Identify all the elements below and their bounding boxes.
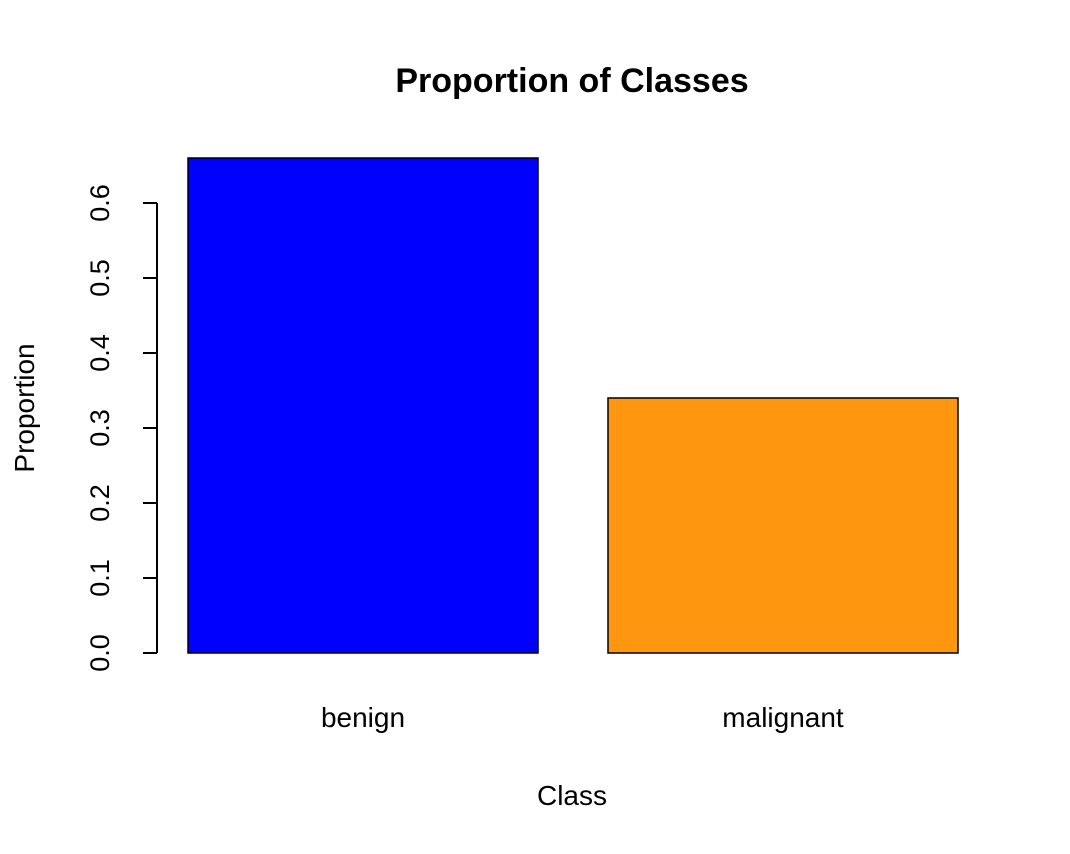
x-axis-category-labels: benign malignant — [321, 702, 844, 733]
y-tick-label: 0.6 — [85, 184, 115, 222]
x-category-label-benign: benign — [321, 702, 405, 733]
x-category-label-malignant: malignant — [722, 702, 844, 733]
y-tick-label: 0.1 — [85, 559, 115, 597]
y-tick-label: 0.4 — [85, 334, 115, 372]
y-tick-label: 0.3 — [85, 409, 115, 447]
bar-malignant — [607, 397, 959, 654]
y-tick-label: 0.2 — [85, 484, 115, 522]
y-tick-label: 0.5 — [85, 259, 115, 297]
x-axis-label: Class — [537, 780, 607, 811]
chart-title: Proportion of Classes — [395, 62, 748, 100]
bars-layer — [187, 157, 959, 654]
y-axis: 0.0 0.1 0.2 0.3 0.4 0.5 0.6 — [85, 184, 158, 672]
bar-benign — [187, 157, 539, 654]
y-axis-label: Proportion — [9, 343, 40, 472]
y-tick-label: 0.0 — [85, 634, 115, 672]
